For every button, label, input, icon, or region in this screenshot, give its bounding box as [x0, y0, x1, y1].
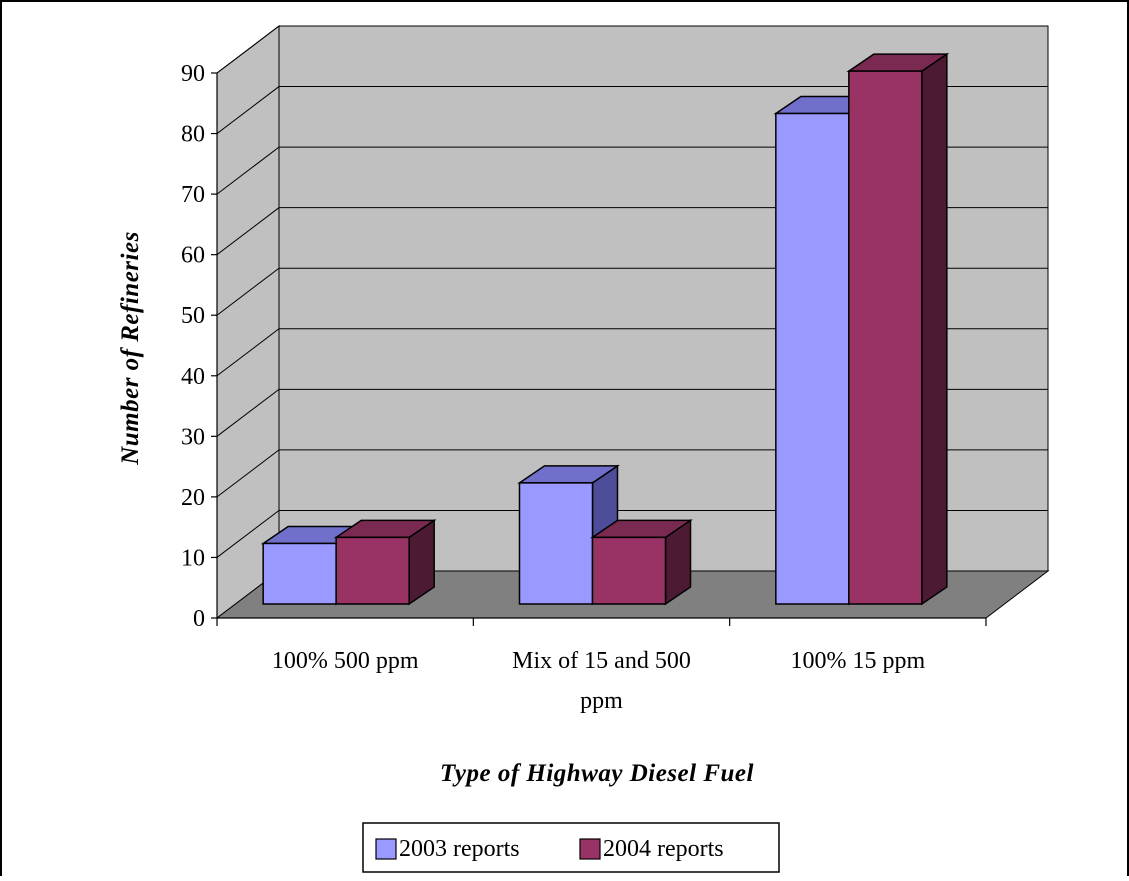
legend-box — [362, 822, 780, 873]
x-tick-label: 100% 500 ppm — [272, 648, 419, 674]
legend-label-2004: 2004 reports — [603, 836, 724, 862]
y-tick-label: 60 — [181, 243, 205, 269]
y-tick-label: 90 — [181, 61, 205, 87]
legend-swatch-2003 — [375, 838, 397, 860]
gridline — [216, 86, 1048, 134]
bar-front — [848, 70, 923, 605]
bar-front — [775, 112, 850, 605]
side-wall — [216, 24, 280, 620]
y-tick-label: 10 — [181, 545, 205, 571]
bar — [333, 518, 437, 606]
x-axis-title: Type of Highway Diesel Fuel — [440, 760, 754, 787]
y-axis-title: Number of Refineries — [117, 231, 144, 466]
legend-label-2003: 2003 reports — [399, 836, 520, 862]
y-tick-labels: 0 10 20 30 40 50 60 70 80 90 — [181, 61, 205, 632]
x-tick-labels: 100% 500 ppm Mix of 15 and 500 ppm 100% 15 … — [272, 648, 926, 714]
bar — [846, 52, 950, 606]
bar-front — [591, 536, 667, 605]
y-tick-label: 70 — [181, 182, 205, 208]
gridline — [216, 25, 1048, 74]
y-tick-label: 80 — [181, 122, 205, 148]
y-tick-label: 20 — [181, 485, 205, 511]
bar-front — [262, 542, 337, 605]
legend: 2003 reports 2004 reports — [362, 822, 780, 873]
bars — [260, 52, 950, 606]
y-tick-label: 0 — [193, 606, 205, 632]
y-tick-label: 50 — [181, 303, 205, 329]
bar-front — [518, 482, 594, 605]
y-tick-label: 30 — [181, 424, 205, 450]
bar-side — [921, 52, 948, 606]
legend-swatch-2004 — [579, 838, 601, 860]
x-tick-label: Mix of 15 and 500 — [512, 648, 691, 674]
bar — [590, 518, 693, 606]
axes — [211, 72, 987, 626]
bar-front — [335, 536, 410, 605]
y-tick-label: 40 — [181, 364, 205, 390]
x-tick-label: 100% 15 ppm — [790, 648, 925, 674]
x-tick-label: ppm — [580, 688, 623, 714]
